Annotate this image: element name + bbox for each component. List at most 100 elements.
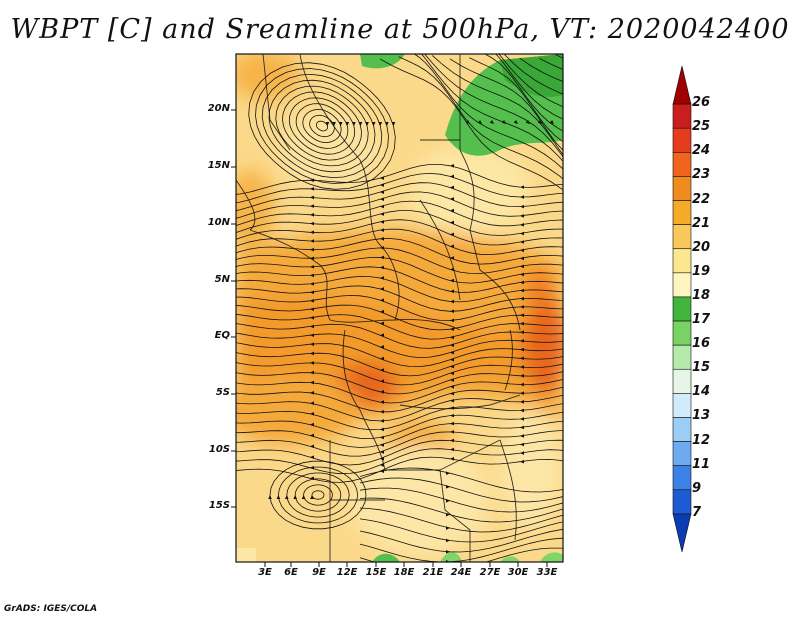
colorbar-label: 18 (692, 287, 711, 303)
streamline-arrow (380, 298, 384, 302)
streamline (236, 430, 563, 457)
streamline-arrow (646, 120, 651, 125)
colorbar-label: 22 (692, 191, 711, 207)
lon-label: 30E (507, 567, 529, 578)
streamline-arrow (310, 422, 314, 427)
streamline-arrow (446, 485, 450, 489)
streamline-arrow (310, 221, 314, 226)
colorbar (672, 65, 692, 553)
streamline-arrow (450, 232, 454, 237)
streamline (236, 342, 563, 368)
lon-label: 3E (258, 567, 272, 578)
streamline-arrow (622, 120, 627, 125)
streamline (359, 507, 563, 533)
streamline (359, 537, 563, 562)
streamline-arrow (520, 330, 524, 334)
streamline-arrow (520, 185, 524, 189)
streamline-arrow (446, 550, 450, 554)
wbpt-shading (236, 50, 742, 562)
streamline-arrow (385, 122, 389, 126)
streamline-arrow (446, 471, 450, 476)
streamline-arrow (520, 382, 524, 387)
streamline-arrow (380, 419, 384, 423)
streamline-arrow (310, 476, 314, 481)
streamline-arrow (310, 444, 314, 449)
streamline-arrow (310, 230, 314, 235)
streamline (359, 529, 563, 553)
colorbar-label: 20 (692, 239, 711, 255)
streamline-arrow (338, 122, 343, 126)
streamline-arrow (520, 223, 524, 227)
streamline (277, 466, 358, 524)
lat-label: 5S (215, 387, 230, 398)
streamline-arrow (520, 373, 524, 378)
streamline-arrow (380, 356, 384, 361)
streamline-arrow (380, 255, 384, 260)
streamline-arrow (450, 398, 454, 403)
streamline (503, 54, 563, 95)
streamline-arrow (380, 190, 384, 194)
colorbar-label: 17 (692, 312, 711, 328)
streamline-arrow (450, 391, 454, 396)
streamline-arrow (371, 122, 376, 126)
streamlines (236, 50, 742, 562)
streamline-arrow (310, 212, 314, 217)
streamline (282, 91, 362, 161)
streamline (236, 191, 563, 219)
streamline (275, 85, 369, 167)
streamline (236, 200, 563, 227)
colorbar-segment (672, 103, 692, 129)
streamline-arrow (450, 327, 454, 331)
colorbar-label: 16 (692, 336, 711, 352)
streamline (424, 54, 563, 158)
lat-label: 15N (207, 160, 230, 171)
streamline-arrow (310, 390, 314, 395)
streamline-arrow (310, 307, 314, 312)
streamline-arrow (634, 120, 639, 125)
streamline-arrow (450, 174, 454, 179)
streamline (565, 50, 742, 199)
streamline (469, 57, 563, 143)
streamline-arrow (380, 379, 384, 383)
streamline-arrow (310, 351, 314, 356)
streamline (236, 362, 563, 386)
streamline-arrow (520, 313, 524, 318)
streamline-arrow (520, 339, 524, 343)
streamline-arrow (520, 195, 524, 199)
colorbar-segment (672, 441, 692, 466)
streamline-arrow (380, 390, 384, 394)
streamline-arrow (520, 231, 524, 236)
streamline-arrow (310, 433, 314, 438)
streamline (236, 420, 563, 448)
lat-label: 10N (207, 217, 230, 228)
colorbar-label: 13 (692, 408, 711, 424)
streamline (359, 497, 563, 523)
streamline-arrow (520, 356, 524, 361)
streamline-arrow (380, 228, 384, 232)
streamline-arrow (446, 538, 450, 543)
colorbar-label: 7 (692, 504, 702, 520)
streamline-arrow (549, 120, 554, 124)
streamline-arrow (520, 425, 524, 430)
streamline (449, 58, 563, 151)
streamline-arrow (310, 256, 314, 261)
streamline (398, 56, 563, 180)
streamline-arrow (520, 459, 524, 464)
streamline-arrow (450, 343, 454, 347)
streamline (359, 518, 563, 543)
streamline-arrow (380, 276, 384, 280)
colorbar-segment (672, 489, 692, 515)
streamline-arrow (276, 495, 281, 499)
streamline-arrow (345, 122, 350, 126)
streamline-arrow (450, 350, 454, 355)
streamline (236, 228, 563, 256)
colorbar-label: 11 (692, 456, 711, 472)
lat-label: 20N (207, 103, 230, 114)
streamline (236, 439, 563, 466)
streamline (294, 478, 342, 512)
lon-label: 27E (479, 567, 501, 578)
streamline-arrow (450, 378, 454, 382)
streamline-arrow (450, 438, 454, 443)
streamline-arrow (310, 361, 314, 365)
